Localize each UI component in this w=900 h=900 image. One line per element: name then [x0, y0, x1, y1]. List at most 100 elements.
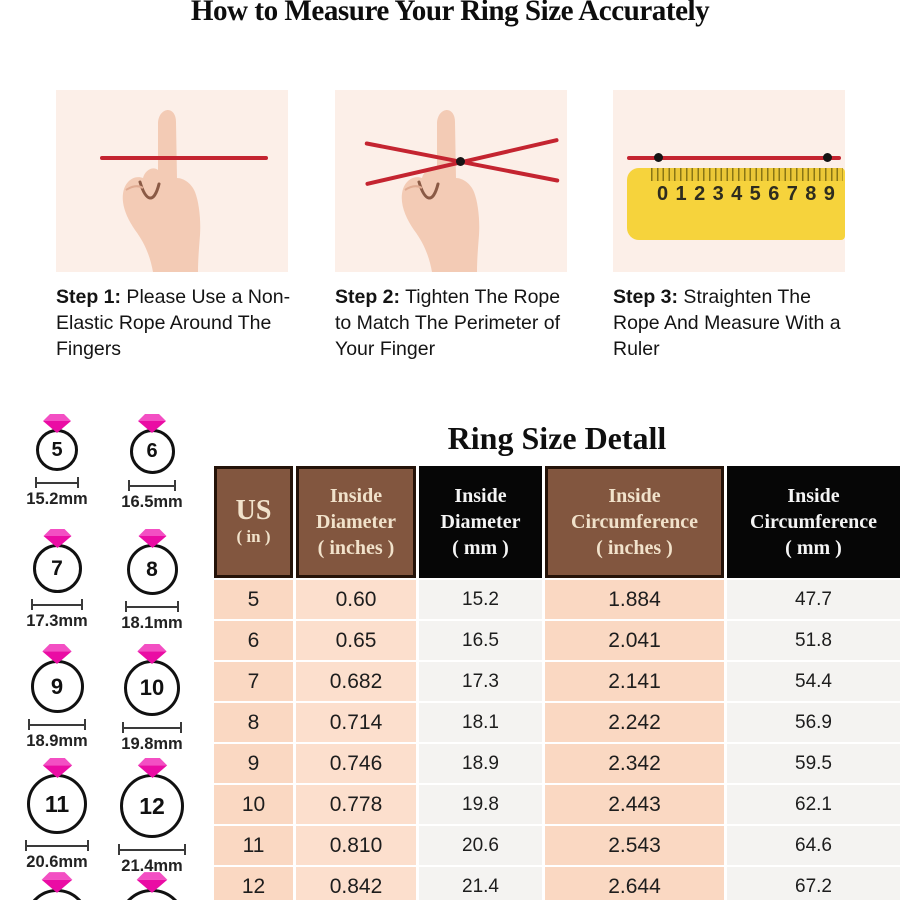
rope-line [100, 156, 268, 160]
step3-image: 0 1 2 3 4 5 6 7 8 9 [613, 90, 845, 272]
ring-circle: 9 [30, 660, 84, 713]
diameter-bracket [128, 480, 176, 491]
table-cell: 67.2 [727, 867, 900, 900]
diameter-bracket [28, 719, 86, 730]
table-cell: 47.7 [727, 580, 900, 619]
ruler-illustration: 0 1 2 3 4 5 6 7 8 9 [627, 168, 845, 240]
ring-circle: 11 [27, 774, 87, 834]
table-cell: 11 [214, 826, 293, 865]
step3-caption: Step 3: Straighten The Rope And Measure … [613, 284, 849, 362]
ring-size-number: 7 [51, 556, 63, 580]
ring-diameter-label: 17.3mm [26, 612, 88, 630]
step3-text: Straighten The Rope And Measure With a R… [613, 286, 841, 360]
ring-size-item: 11 20.6mm [2, 757, 112, 872]
table-cell: 10 [214, 785, 293, 824]
table-cell: 2.041 [545, 621, 724, 660]
header-cell-us: US ( in ) [214, 466, 293, 578]
ring-diameter-label: 18.9mm [26, 732, 88, 750]
ruler-number: 9 [823, 183, 835, 205]
table-cell: 0.714 [296, 703, 416, 742]
ring-circle: 12 [120, 774, 184, 838]
ring-diameter-label: 19.8mm [121, 735, 183, 753]
header-cell-circumference-inches: Inside Circumference ( inches ) [545, 466, 724, 578]
ring-circle: 5 [36, 429, 78, 471]
table-cell: 17.3 [419, 662, 542, 701]
ring-size-table: US ( in ) Inside Diameter ( inches ) Ins… [214, 466, 900, 900]
table-cell: 2.443 [545, 785, 724, 824]
step2-text: Tighten The Rope to Match The Perimeter … [335, 286, 561, 360]
ruler-number: 5 [749, 183, 761, 205]
ring-diameter-label: 18.1mm [121, 614, 183, 632]
ruler-number: 0 [657, 183, 669, 205]
hand-illustration [401, 110, 480, 272]
ring-size-number: 8 [146, 557, 158, 581]
diameter-bracket [122, 722, 182, 733]
table-cell: 2.242 [545, 703, 724, 742]
table-cell: 21.4 [419, 867, 542, 900]
diameter-bracket [35, 477, 79, 488]
step1-caption: Step 1: Please Use a Non-Elastic Rope Ar… [56, 284, 292, 362]
diameter-bracket [125, 601, 179, 612]
ring-size-item: 12 21.4mm [97, 757, 207, 876]
gem-icon [42, 758, 72, 778]
ring-size-item: 10 19.8mm [97, 643, 207, 754]
step1-text: Please Use a Non-Elastic Rope Around The… [56, 286, 291, 360]
gem-icon [41, 872, 73, 893]
ring-diameter-label: 15.2mm [26, 490, 88, 508]
hand-illustration [122, 110, 201, 272]
gem-icon [43, 529, 71, 548]
table-cell: 2.141 [545, 662, 724, 701]
gem-icon [42, 644, 72, 664]
ring-size-item-partial [97, 871, 207, 900]
rope-knot-dot [456, 157, 465, 166]
ring-size-item: 9 18.9mm [2, 643, 112, 751]
table-cell: 6 [214, 621, 293, 660]
table-cell: 20.6 [419, 826, 542, 865]
table-cell: 0.60 [296, 580, 416, 619]
gem-icon [43, 414, 71, 433]
ruler-number: 7 [786, 183, 798, 205]
table-title: Ring Size Detall [447, 420, 667, 456]
ring-size-number: 10 [139, 675, 165, 700]
ruler-number: 2 [694, 183, 706, 205]
table-cell: 2.543 [545, 826, 724, 865]
step2-image [335, 90, 567, 272]
table-cell: 0.810 [296, 826, 416, 865]
table-cell: 0.682 [296, 662, 416, 701]
table-cell: 0.842 [296, 867, 416, 900]
table-cell: 0.65 [296, 621, 416, 660]
ring-circle: 10 [124, 660, 180, 716]
table-cell: 51.8 [727, 621, 900, 660]
step-panel-1: Step 1: Please Use a Non-Elastic Rope Ar… [56, 90, 292, 362]
ruler-number: 6 [768, 183, 780, 205]
ring-circle: 6 [129, 429, 175, 474]
gem-icon [138, 529, 166, 548]
ruler-number: 3 [712, 183, 724, 205]
ring-size-item: 8 18.1mm [97, 528, 207, 633]
gem-icon [137, 758, 167, 778]
step3-label: Step 3: [613, 286, 679, 308]
step1-label: Step 1: [56, 286, 122, 308]
ring-circle: 8 [126, 544, 178, 595]
table-cell: 12 [214, 867, 293, 900]
ruler-ticks [651, 168, 843, 181]
table-cell: 56.9 [727, 703, 900, 742]
table-cell: 18.1 [419, 703, 542, 742]
ruler-number: 1 [675, 183, 687, 205]
ruler-number: 8 [805, 183, 817, 205]
ring-size-number: 12 [139, 792, 165, 819]
ring-diameter-label: 20.6mm [26, 853, 88, 871]
rope-line-straight [627, 156, 841, 160]
table-cell: 1.884 [545, 580, 724, 619]
gem-icon [136, 872, 168, 893]
table-cell: 64.6 [727, 826, 900, 865]
ring-size-item: 7 17.3mm [2, 528, 112, 631]
header-cell-diameter-inches: Inside Diameter ( inches ) [296, 466, 416, 578]
ring-size-number: 5 [51, 438, 63, 461]
table-cell: 9 [214, 744, 293, 783]
table-cell: 0.746 [296, 744, 416, 783]
table-cell: 7 [214, 662, 293, 701]
step2-caption: Step 2: Tighten The Rope to Match The Pe… [335, 284, 571, 362]
step-panel-2: Step 2: Tighten The Rope to Match The Pe… [335, 90, 571, 362]
diameter-bracket [118, 844, 186, 855]
